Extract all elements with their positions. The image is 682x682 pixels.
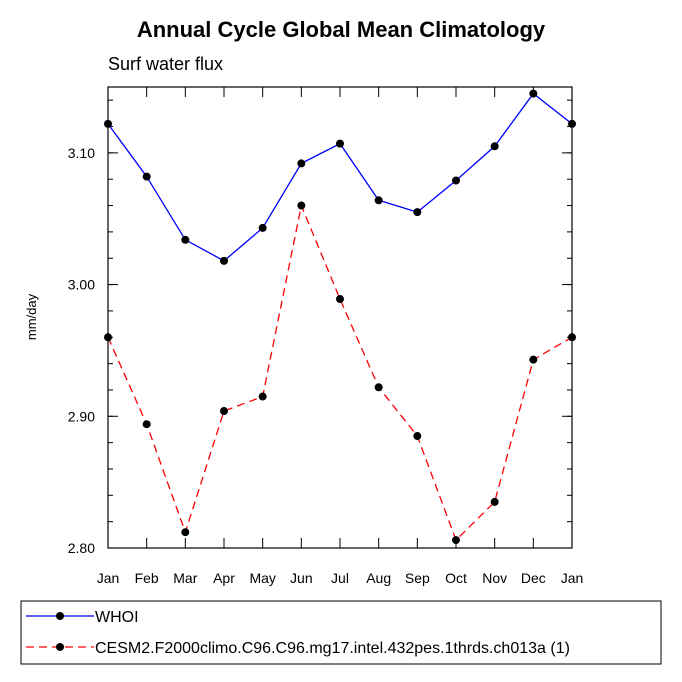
series-1-point <box>142 420 151 429</box>
series-layer <box>104 89 576 545</box>
legend-label-1: CESM2.F2000climo.C96.C96.mg17.intel.432p… <box>95 640 570 657</box>
chart-title: Annual Cycle Global Mean Climatology <box>137 17 546 42</box>
chart-subtitle: Surf water flux <box>108 54 223 74</box>
y-tick-label: 2.80 <box>68 540 95 556</box>
legend-marker-1 <box>56 643 64 651</box>
series-0-point <box>336 139 344 148</box>
x-tick-label: May <box>249 570 275 586</box>
x-tick-label: Nov <box>482 570 507 586</box>
series-0-point <box>220 256 228 265</box>
y-tick-label: 3.00 <box>68 277 95 293</box>
series-1-point <box>529 355 538 364</box>
axis-ticks: Jan Feb Mar Apr May Jun Jul Aug Sep Oct Nov Dec Jan2… <box>68 87 584 586</box>
x-tick-label: Aug <box>366 570 391 586</box>
series-1-point <box>374 383 383 392</box>
series-0-point <box>490 142 499 151</box>
series-1-point <box>490 497 499 506</box>
plot-frame <box>107 86 573 549</box>
x-tick-label: Oct <box>445 570 467 586</box>
series-0-point <box>297 159 306 168</box>
series-0-point <box>142 172 151 181</box>
series-0-point <box>374 196 383 205</box>
series-1-point <box>181 528 190 537</box>
series-0-point <box>181 235 190 244</box>
x-tick-label: Jun <box>290 570 313 586</box>
series-0-point <box>413 208 422 217</box>
legend-label-0: WHOI <box>95 609 139 626</box>
x-tick-label: Sep <box>405 570 430 586</box>
series-1-point <box>297 201 306 210</box>
x-tick-label: Mar <box>173 570 197 586</box>
y-tick-label: 2.90 <box>68 408 95 424</box>
series-line-0 <box>107 92 573 262</box>
series-0-point <box>452 176 460 185</box>
series-1-point <box>452 536 460 545</box>
series-0-point <box>258 223 267 232</box>
series-1-point <box>104 333 112 342</box>
series-0-point <box>104 119 112 128</box>
x-tick-label: Apr <box>213 570 235 586</box>
legend-box <box>20 600 662 665</box>
y-tick-label: 3.10 <box>68 145 95 161</box>
series-1-point <box>336 295 344 304</box>
series-1-point <box>258 392 267 401</box>
series-line-1 <box>107 203 573 542</box>
x-tick-label: Feb <box>135 570 159 586</box>
series-1-point <box>568 333 576 342</box>
series-1-point <box>220 407 228 416</box>
legend-marker-0 <box>56 612 64 620</box>
series-0-point <box>529 89 538 98</box>
x-tick-label: Jan <box>561 570 584 586</box>
y-axis-label: mm/day <box>24 293 39 340</box>
x-tick-label: Jan <box>97 570 120 586</box>
series-1-point <box>413 432 422 441</box>
legend: WHOI CESM2.F2000climo.C96.C96.mg17.intel.… <box>26 609 570 657</box>
x-tick-label: Jul <box>331 570 349 586</box>
series-0-point <box>568 119 576 128</box>
x-tick-label: Dec <box>521 570 546 586</box>
